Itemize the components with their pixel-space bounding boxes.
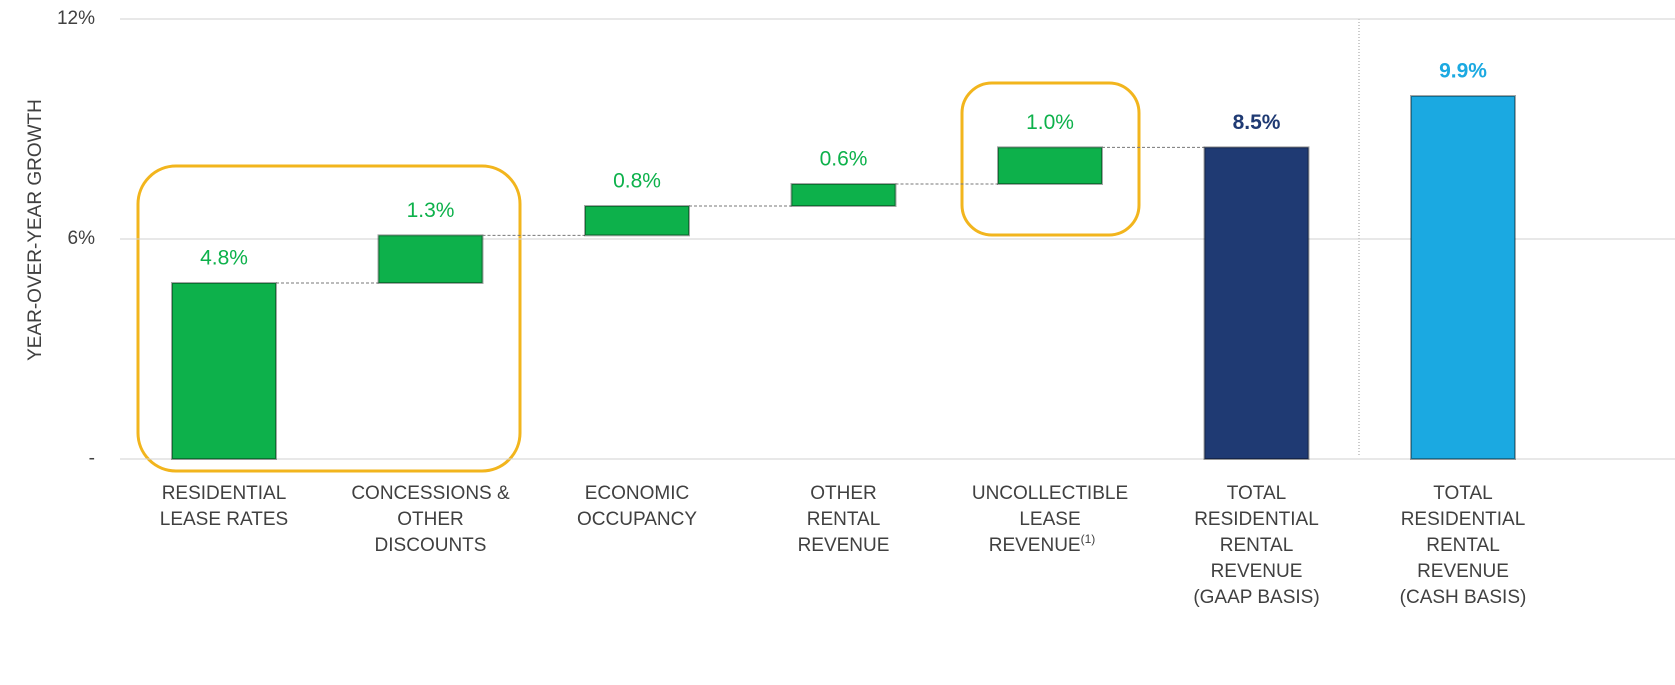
x-tick-label: RENTAL	[1426, 535, 1500, 556]
x-tick-label: REVENUE	[1417, 561, 1509, 582]
bar	[171, 282, 277, 460]
value-label: 4.8%	[200, 247, 248, 270]
value-label: 9.9%	[1439, 60, 1487, 83]
x-tick-label: (GAAP BASIS)	[1193, 587, 1319, 608]
value-label: 1.3%	[407, 199, 455, 222]
x-tick-label: CONCESSIONS &	[351, 483, 510, 504]
x-tick-label: REVENUE	[798, 535, 890, 556]
y-tick-label: 6%	[68, 228, 96, 249]
x-tick-label: RESIDENTIAL	[162, 483, 287, 504]
bar	[790, 183, 897, 207]
x-tick-label: LEASE	[1019, 509, 1080, 530]
value-label: 8.5%	[1233, 111, 1281, 134]
bar	[997, 146, 1103, 185]
x-tick-label: RESIDENTIAL	[1194, 509, 1319, 530]
x-tick-label: (CASH BASIS)	[1400, 587, 1527, 608]
highlight-box	[960, 81, 1141, 237]
y-tick-label: 12%	[57, 8, 95, 29]
bar	[1203, 146, 1310, 460]
x-tick-label: RENTAL	[807, 509, 881, 530]
highlight-box	[136, 164, 522, 473]
x-tick-label: OCCUPANCY	[577, 509, 697, 530]
bar	[1410, 95, 1516, 460]
x-tick-label: ECONOMIC	[585, 483, 690, 504]
y-tick-label: -	[89, 448, 95, 469]
value-label: 0.8%	[613, 170, 661, 193]
x-tick-label: LEASE RATES	[160, 509, 288, 530]
value-label: 0.6%	[820, 148, 868, 171]
bar	[584, 205, 690, 237]
x-tick-label: REVENUE(1)	[989, 532, 1096, 556]
x-tick-label: RENTAL	[1220, 535, 1294, 556]
x-tick-label: OTHER	[397, 509, 464, 530]
y-axis-label: YEAR-OVER-YEAR GROWTH	[25, 99, 46, 361]
x-tick-label: TOTAL	[1227, 483, 1286, 504]
x-tick-label: OTHER	[810, 483, 877, 504]
value-label: 1.0%	[1026, 111, 1074, 134]
bar	[377, 234, 484, 284]
x-tick-label: REVENUE	[1211, 561, 1303, 582]
x-tick-label: TOTAL	[1433, 483, 1492, 504]
x-tick-label: DISCOUNTS	[375, 535, 487, 556]
x-tick-label: UNCOLLECTIBLE	[972, 483, 1128, 504]
x-tick-label: RESIDENTIAL	[1401, 509, 1526, 530]
footnote-marker: (1)	[1081, 532, 1096, 546]
